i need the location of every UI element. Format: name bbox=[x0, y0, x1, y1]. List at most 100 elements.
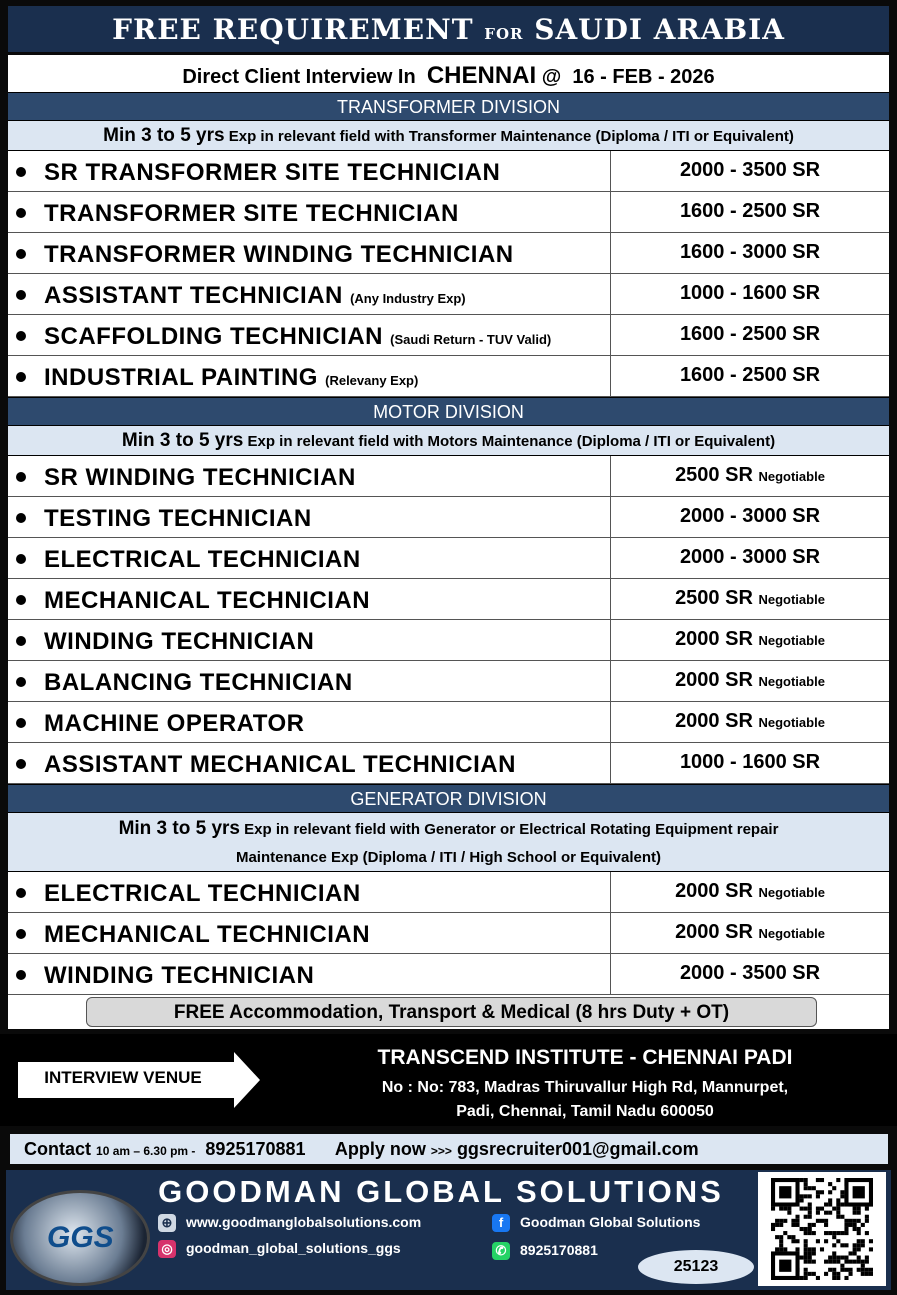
bullet-icon bbox=[16, 166, 26, 177]
job-title: WINDING TECHNICIAN bbox=[44, 628, 315, 655]
job-salary: 1000 - 1600 SR bbox=[679, 282, 821, 304]
job-row: SCAFFOLDING TECHNICIAN (Saudi Return - T… bbox=[8, 315, 889, 356]
salary-note: Negotiable bbox=[758, 715, 825, 730]
bullet-icon bbox=[16, 758, 26, 769]
job-title: SCAFFOLDING TECHNICIAN bbox=[44, 323, 383, 350]
job-salary: 2000 SR bbox=[675, 710, 753, 732]
bullet-icon bbox=[16, 594, 26, 605]
interview-line: Direct Client Interview In CHENNAI @ 16 … bbox=[8, 52, 889, 92]
job-title: INDUSTRIAL PAINTING bbox=[44, 364, 318, 391]
qr-code[interactable] bbox=[758, 1172, 886, 1286]
bullet-icon bbox=[16, 717, 26, 728]
division-requirement: Min 3 to 5 yrs Exp in relevant field wit… bbox=[8, 120, 889, 151]
job-salary: 2000 - 3500 SR bbox=[679, 159, 821, 181]
job-row: ELECTRICAL TECHNICIAN 2000 SR Negotiable bbox=[8, 872, 889, 913]
bullet-icon bbox=[16, 207, 26, 218]
salary-note: Negotiable bbox=[758, 674, 825, 689]
whatsapp-icon: ✆ bbox=[492, 1242, 510, 1261]
reference-code: 25123 bbox=[638, 1250, 754, 1284]
job-salary: 2000 - 3000 SR bbox=[679, 546, 821, 568]
job-row: WINDING TECHNICIAN 2000 SR Negotiable bbox=[8, 620, 889, 661]
venue-name: TRANSCEND INSTITUTE - CHENNAI PADI bbox=[377, 1046, 793, 1069]
job-title: ELECTRICAL TECHNICIAN bbox=[44, 880, 361, 907]
benefits-bar: FREE Accommodation, Transport & Medical … bbox=[8, 995, 889, 1029]
job-row: SR WINDING TECHNICIAN 2500 SR Negotiable bbox=[8, 456, 889, 497]
job-salary: 1600 - 3000 SR bbox=[679, 241, 821, 263]
poster: FREE REQUIREMENT FOR SAUDI ARABIA Direct… bbox=[8, 6, 889, 1029]
company-logo: GGS bbox=[10, 1190, 150, 1286]
job-title: ASSISTANT MECHANICAL TECHNICIAN bbox=[44, 751, 516, 778]
contact-bar: Contact 10 am – 6.30 pm - 8925170881 App… bbox=[10, 1134, 888, 1164]
division-header: MOTOR DIVISION bbox=[8, 397, 889, 425]
job-row: TRANSFORMER SITE TECHNICIAN 1600 - 2500 … bbox=[8, 192, 889, 233]
salary-note: Negotiable bbox=[758, 885, 825, 900]
job-note: (Any Industry Exp) bbox=[350, 291, 466, 306]
bullet-icon bbox=[16, 676, 26, 687]
poster-title: FREE REQUIREMENT FOR SAUDI ARABIA bbox=[8, 6, 889, 52]
contact-phone[interactable]: 8925170881 bbox=[205, 1139, 306, 1159]
job-row: TESTING TECHNICIAN 2000 - 3000 SR bbox=[8, 497, 889, 538]
whatsapp-number[interactable]: 8925170881 bbox=[520, 1242, 598, 1258]
bullet-icon bbox=[16, 248, 26, 259]
job-note: (Relevany Exp) bbox=[325, 373, 419, 388]
job-title: ELECTRICAL TECHNICIAN bbox=[44, 546, 361, 573]
salary-note: Negotiable bbox=[758, 926, 825, 941]
bullet-icon bbox=[16, 887, 26, 898]
job-salary: 2500 SR bbox=[675, 464, 753, 486]
job-title: MACHINE OPERATOR bbox=[44, 710, 305, 737]
job-row: MACHINE OPERATOR 2000 SR Negotiable bbox=[8, 702, 889, 743]
job-row: INDUSTRIAL PAINTING (Relevany Exp) 1600 -… bbox=[8, 356, 889, 397]
bullet-icon bbox=[16, 635, 26, 646]
job-title: TESTING TECHNICIAN bbox=[44, 505, 312, 532]
division-requirement: Min 3 to 5 yrs Exp in relevant field wit… bbox=[8, 425, 889, 456]
division-requirement: Min 3 to 5 yrs Exp in relevant field wit… bbox=[8, 812, 889, 872]
job-title: TRANSFORMER SITE TECHNICIAN bbox=[44, 200, 459, 227]
instagram-icon: ◎ bbox=[158, 1240, 176, 1259]
job-note: (Saudi Return - TUV Valid) bbox=[390, 332, 552, 347]
job-row: SR TRANSFORMER SITE TECHNICIAN 2000 - 35… bbox=[8, 151, 889, 192]
division-header: TRANSFORMER DIVISION bbox=[8, 92, 889, 120]
job-salary: 2000 - 3500 SR bbox=[679, 962, 821, 984]
contact-email[interactable]: ggsrecruiter001@gmail.com bbox=[456, 1139, 699, 1159]
bullet-icon bbox=[16, 512, 26, 523]
job-salary: 2500 SR bbox=[675, 587, 753, 609]
job-title: BALANCING TECHNICIAN bbox=[44, 669, 353, 696]
job-title: SR WINDING TECHNICIAN bbox=[44, 464, 356, 491]
job-salary: 2000 SR bbox=[675, 669, 753, 691]
job-title: SR TRANSFORMER SITE TECHNICIAN bbox=[44, 159, 501, 186]
instagram-handle[interactable]: goodman_global_solutions_ggs bbox=[186, 1240, 401, 1256]
bullet-icon bbox=[16, 330, 26, 341]
job-row: TRANSFORMER WINDING TECHNICIAN 1600 - 30… bbox=[8, 233, 889, 274]
job-row: MECHANICAL TECHNICIAN 2000 SR Negotiable bbox=[8, 913, 889, 954]
job-row: WINDING TECHNICIAN 2000 - 3500 SR bbox=[8, 954, 889, 995]
job-salary: 2000 SR bbox=[675, 880, 753, 902]
job-title: ASSISTANT TECHNICIAN bbox=[44, 282, 343, 309]
facebook-page[interactable]: Goodman Global Solutions bbox=[520, 1214, 701, 1230]
job-title: MECHANICAL TECHNICIAN bbox=[44, 921, 371, 948]
job-row: ASSISTANT TECHNICIAN (Any Industry Exp) 1… bbox=[8, 274, 889, 315]
job-title: TRANSFORMER WINDING TECHNICIAN bbox=[44, 241, 514, 268]
job-salary: 1600 - 2500 SR bbox=[679, 364, 821, 386]
salary-note: Negotiable bbox=[758, 592, 825, 607]
job-salary: 2000 - 3000 SR bbox=[679, 505, 821, 527]
globe-icon: ⊕ bbox=[158, 1214, 176, 1233]
arrow-right-icon bbox=[18, 1052, 260, 1108]
bullet-icon bbox=[16, 553, 26, 564]
salary-note: Negotiable bbox=[758, 469, 825, 484]
job-row: BALANCING TECHNICIAN 2000 SR Negotiable bbox=[8, 661, 889, 702]
job-title: WINDING TECHNICIAN bbox=[44, 962, 315, 989]
venue-section: INTERVIEW VENUE TRANSCEND INSTITUTE - CH… bbox=[0, 1034, 897, 1126]
bullet-icon bbox=[16, 969, 26, 980]
job-row: ASSISTANT MECHANICAL TECHNICIAN 1000 - 1… bbox=[8, 743, 889, 784]
job-salary: 2000 SR bbox=[675, 628, 753, 650]
bullet-icon bbox=[16, 471, 26, 482]
bullet-icon bbox=[16, 928, 26, 939]
division-header: GENERATOR DIVISION bbox=[8, 784, 889, 812]
venue-address: No : No: 783, Madras Thiruvallur High Rd… bbox=[381, 1079, 789, 1120]
bullet-icon bbox=[16, 371, 26, 382]
company-name: GOODMAN GLOBAL SOLUTIONS bbox=[158, 1174, 724, 1209]
job-salary: 1600 - 2500 SR bbox=[679, 323, 821, 345]
website-link[interactable]: www.goodmanglobalsolutions.com bbox=[186, 1214, 422, 1230]
job-row: MECHANICAL TECHNICIAN 2500 SR Negotiable bbox=[8, 579, 889, 620]
job-salary: 2000 SR bbox=[675, 921, 753, 943]
